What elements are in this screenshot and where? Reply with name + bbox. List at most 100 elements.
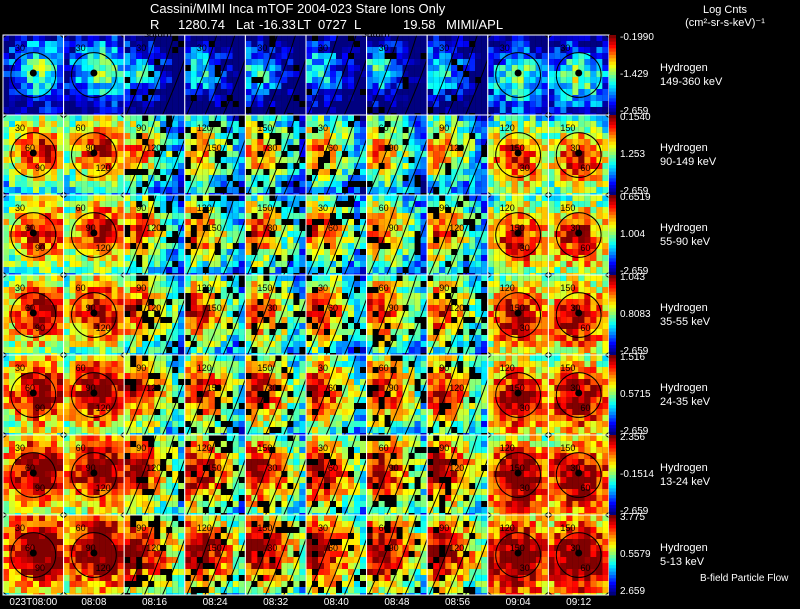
- heatmap-cell: [336, 261, 342, 267]
- heatmap-cell: [160, 261, 167, 267]
- heatmap-cell: [75, 121, 82, 127]
- heatmap-cell: [281, 237, 288, 243]
- heatmap-cell: [493, 187, 500, 193]
- heatmap-cell: [275, 101, 282, 107]
- heatmap-cell: [160, 53, 167, 59]
- heatmap-cell: [566, 219, 573, 225]
- heatmap-cell: [238, 59, 245, 65]
- heatmap-cell: [245, 261, 252, 267]
- heatmap-cell: [154, 157, 161, 163]
- heatmap-cell: [493, 83, 500, 89]
- heatmap-cell: [117, 113, 124, 115]
- heatmap-cell: [257, 169, 264, 175]
- heatmap-cell: [572, 139, 579, 145]
- heatmap-cell: [584, 261, 591, 267]
- heatmap-cell: [402, 121, 409, 127]
- heatmap-cell: [220, 219, 227, 225]
- heatmap-cell: [402, 89, 409, 95]
- heatmap-cell: [578, 139, 585, 145]
- heatmap-cell: [39, 187, 45, 193]
- heatmap-cell: [457, 225, 464, 231]
- heatmap-cell: [499, 41, 506, 47]
- heatmap-cell: [105, 335, 112, 341]
- heatmap-cell: [342, 77, 348, 83]
- heatmap-cell: [87, 115, 94, 121]
- heatmap-cell: [463, 231, 470, 237]
- heatmap-cell: [475, 133, 482, 139]
- heatmap-cell: [130, 107, 137, 113]
- pitch-angle-label: 60: [25, 223, 35, 233]
- heatmap-cell: [208, 77, 215, 83]
- heatmap-cell: [287, 41, 294, 47]
- heatmap-cell: [396, 115, 403, 121]
- heatmap-cell: [469, 213, 476, 219]
- heatmap-cell: [487, 41, 494, 47]
- heatmap-cell: [160, 151, 167, 157]
- heatmap-cell: [111, 231, 118, 237]
- heatmap-cell: [57, 193, 63, 195]
- heatmap-cell: [499, 187, 506, 193]
- heatmap-cell: [396, 139, 403, 145]
- colorbar-segment: [609, 81, 616, 86]
- heatmap-cell: [148, 201, 155, 207]
- pitch-angle-label: 30: [318, 43, 328, 53]
- heatmap-cell: [560, 53, 567, 59]
- heatmap-cell: [75, 71, 82, 77]
- pitch-angle-contour: [143, 115, 175, 195]
- heatmap-cell: [99, 293, 106, 299]
- heatmap-cell: [287, 243, 294, 249]
- heatmap-cell: [75, 133, 82, 139]
- heatmap-cell: [439, 273, 446, 275]
- heatmap-cell: [45, 77, 51, 83]
- heatmap-cell: [336, 113, 342, 115]
- heatmap-cell: [348, 115, 354, 121]
- heatmap-cell: [529, 121, 536, 127]
- pitch-angle-contour: [367, 35, 400, 115]
- heatmap-cell: [51, 281, 57, 287]
- heatmap-cell: [57, 133, 63, 139]
- heatmap-cell: [251, 41, 258, 47]
- heatmap-cell: [124, 113, 131, 115]
- heatmap-cell: [293, 237, 300, 243]
- heatmap-cell: [408, 181, 415, 187]
- heatmap-cell: [269, 225, 276, 231]
- heatmap-cell: [69, 35, 76, 41]
- heatmap-cell: [312, 201, 318, 207]
- heatmap-cell: [124, 261, 131, 267]
- heatmap-cell: [318, 175, 324, 181]
- heatmap-cell: [87, 317, 94, 323]
- heatmap-cell: [342, 89, 348, 95]
- heatmap-cell: [584, 101, 591, 107]
- heatmap-cell: [602, 267, 609, 273]
- heatmap-cell: [420, 267, 427, 273]
- heatmap-cell: [469, 237, 476, 243]
- heatmap-cell: [166, 95, 173, 101]
- heatmap-cell: [445, 89, 452, 95]
- heatmap-cell: [427, 133, 434, 139]
- heatmap-cell: [360, 47, 366, 53]
- heatmap-cell: [384, 187, 391, 193]
- heatmap-cell: [584, 187, 591, 193]
- heatmap-cell: [9, 231, 15, 237]
- heatmap-cell: [9, 77, 15, 83]
- heatmap-cell: [287, 225, 294, 231]
- heatmap-cell: [541, 225, 548, 231]
- heatmap-cell: [457, 195, 464, 201]
- heatmap-cell: [196, 89, 203, 95]
- heatmap-cell: [590, 65, 597, 71]
- heatmap-cell: [124, 175, 131, 181]
- heatmap-cell: [111, 157, 118, 163]
- heatmap-cell: [390, 249, 397, 255]
- heatmap-cell: [190, 65, 197, 71]
- heatmap-cell: [487, 261, 494, 267]
- heatmap-cell: [75, 317, 82, 323]
- heatmap-cell: [3, 41, 9, 47]
- heatmap-cell: [111, 353, 118, 355]
- heatmap-cell: [45, 101, 51, 107]
- heatmap-cell: [469, 107, 476, 113]
- heatmap-cell: [245, 145, 252, 151]
- heatmap-cell: [590, 163, 597, 169]
- heatmap-cell: [226, 71, 233, 77]
